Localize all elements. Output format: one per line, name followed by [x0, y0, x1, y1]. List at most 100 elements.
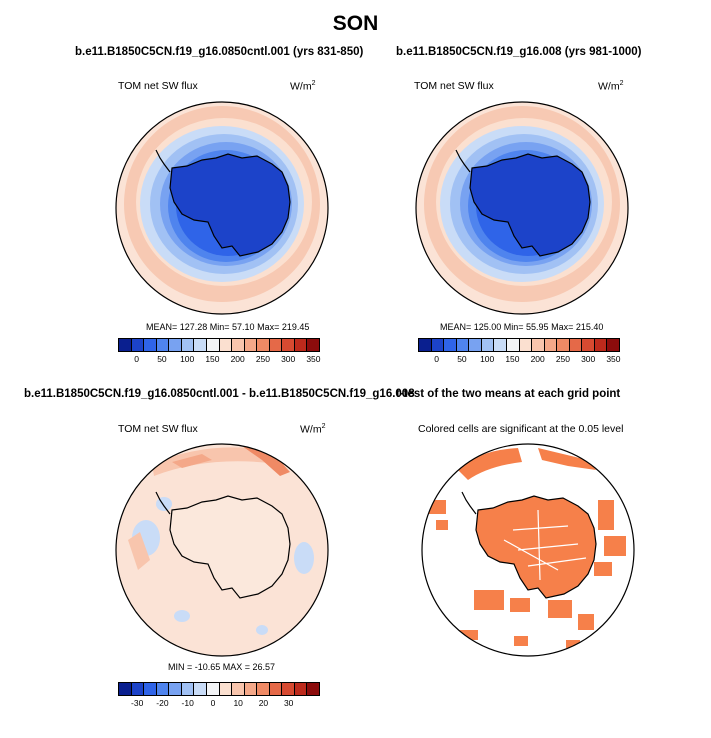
colorbar-tick-label: 50	[157, 354, 167, 364]
colorbar-tick-label: 10	[233, 698, 243, 708]
colorbar-tick-label: 50	[457, 354, 467, 364]
colorbar-swatch	[431, 339, 445, 351]
panel2-peninsula-outline	[455, 149, 471, 173]
colorbar-swatch	[206, 339, 220, 351]
colorbar-swatch	[144, 339, 157, 351]
panel1-variable-label: TOM net SW flux	[118, 80, 198, 92]
colorbar-swatch	[419, 339, 432, 351]
panel4-antarctica-outline	[475, 495, 597, 599]
colorbar-swatch	[232, 339, 245, 351]
panel3-unit-label: W/m2	[300, 423, 326, 436]
colorbar-swatch	[469, 339, 482, 351]
colorbar-tick-label: 0	[434, 354, 440, 364]
colorbar-tick-label: 350	[306, 354, 321, 364]
colorbar-swatch	[569, 339, 583, 351]
colorbar-swatch	[181, 339, 195, 351]
colorbar-tick-label: 30	[283, 698, 294, 708]
colorbar-swatch	[219, 683, 233, 695]
colorbar-swatch	[169, 339, 182, 351]
panel2-antarctica-outline	[469, 153, 591, 257]
colorbar-swatch	[206, 683, 220, 695]
colorbar-swatch	[494, 339, 507, 351]
colorbar-swatch	[307, 683, 319, 695]
panel2-variable-label: TOM net SW flux	[414, 80, 494, 92]
colorbar-tick-label: 250	[255, 354, 271, 364]
panel1-map	[115, 101, 329, 315]
panel3-antarctica-outline	[169, 495, 291, 599]
panel4-map	[421, 443, 635, 657]
colorbar-tick-label: 200	[530, 354, 545, 364]
panel1-stats: MEAN= 127.28 Min= 57.10 Max= 219.45	[146, 322, 310, 332]
panel1-antarctica-outline	[169, 153, 291, 257]
panel3-title: b.e11.B1850C5CN.f19_g16.0850cntl.001 - b…	[24, 388, 415, 400]
colorbar-tick-label: 0	[134, 354, 140, 364]
panel3-map	[115, 443, 329, 657]
panel3-colorbar	[118, 682, 320, 696]
colorbar-tick-label: 200	[230, 354, 245, 364]
colorbar-swatch	[131, 339, 145, 351]
colorbar-tick-label: 300	[281, 354, 296, 364]
colorbar-swatch	[119, 339, 132, 351]
panel2-title: b.e11.B1850C5CN.f19_g16.008 (yrs 981-100…	[396, 46, 642, 58]
colorbar-swatch	[194, 339, 207, 351]
colorbar-swatch	[169, 683, 182, 695]
panel2-stats: MEAN= 125.00 Min= 55.95 Max= 215.40	[440, 322, 604, 332]
colorbar-swatch	[544, 339, 558, 351]
colorbar-tick-label: 150	[205, 354, 220, 364]
colorbar-swatch	[269, 339, 283, 351]
colorbar-swatch	[307, 339, 319, 351]
panel2-unit-label: W/m2	[598, 80, 624, 93]
panel3-stats: MIN = -10.65 MAX = 26.57	[168, 662, 276, 672]
colorbar-swatch	[519, 339, 533, 351]
colorbar-swatch	[219, 339, 233, 351]
colorbar-swatch	[232, 683, 245, 695]
colorbar-tick-label: 350	[606, 354, 621, 364]
colorbar-swatch	[594, 339, 608, 351]
panel1-unit-label: W/m2	[290, 80, 316, 93]
colorbar-tick-label: 100	[480, 354, 495, 364]
colorbar-swatch	[257, 339, 270, 351]
colorbar-swatch	[244, 339, 258, 351]
panel2-map	[415, 101, 629, 315]
colorbar-swatch	[269, 683, 283, 695]
colorbar-swatch	[294, 683, 308, 695]
panel3-peninsula-outline	[155, 491, 171, 515]
panel2-colorbar	[418, 338, 620, 352]
colorbar-swatch	[144, 683, 157, 695]
colorbar-swatch	[244, 683, 258, 695]
colorbar-swatch	[481, 339, 495, 351]
panel1-title: b.e11.B1850C5CN.f19_g16.0850cntl.001 (yr…	[75, 46, 364, 58]
panel4-significant-cells	[428, 448, 626, 648]
colorbar-tick-label: -30	[131, 698, 144, 708]
colorbar-swatch	[257, 683, 270, 695]
colorbar-tick-label: 300	[581, 354, 596, 364]
colorbar-tick-label: -10	[181, 698, 194, 708]
colorbar-tick-label: 150	[505, 354, 520, 364]
panel1-colorbar	[118, 338, 320, 352]
panel3-colorbar-ticks: -30 -20 -10 0 10 20 30	[118, 696, 320, 708]
panel1-colorbar-ticks: 0 50 100 150 200 250 300 350	[118, 352, 320, 364]
colorbar-tick-label: 0	[210, 698, 216, 708]
colorbar-tick-label: 250	[555, 354, 571, 364]
colorbar-swatch	[181, 683, 195, 695]
panel1-peninsula-outline	[155, 149, 171, 173]
colorbar-swatch	[119, 683, 132, 695]
panel3-variable-label: TOM net SW flux	[118, 423, 198, 435]
panel2-colorbar-ticks: 0 50 100 150 200 250 300 350	[418, 352, 620, 364]
colorbar-swatch	[444, 339, 457, 351]
colorbar-tick-label: 100	[180, 354, 195, 364]
colorbar-swatch	[294, 339, 308, 351]
panel4-title: t-test of the two means at each grid poi…	[396, 388, 621, 400]
colorbar-tick-label: -20	[156, 698, 169, 708]
panel4-peninsula-outline	[461, 491, 477, 515]
colorbar-swatch	[532, 339, 545, 351]
colorbar-swatch	[131, 683, 145, 695]
colorbar-swatch	[607, 339, 619, 351]
colorbar-swatch	[194, 683, 207, 695]
colorbar-swatch	[582, 339, 595, 351]
colorbar-swatch	[156, 683, 170, 695]
colorbar-swatch	[557, 339, 570, 351]
colorbar-tick-label: 20	[258, 698, 269, 708]
figure-title: SON	[332, 12, 379, 35]
colorbar-swatch	[506, 339, 520, 351]
